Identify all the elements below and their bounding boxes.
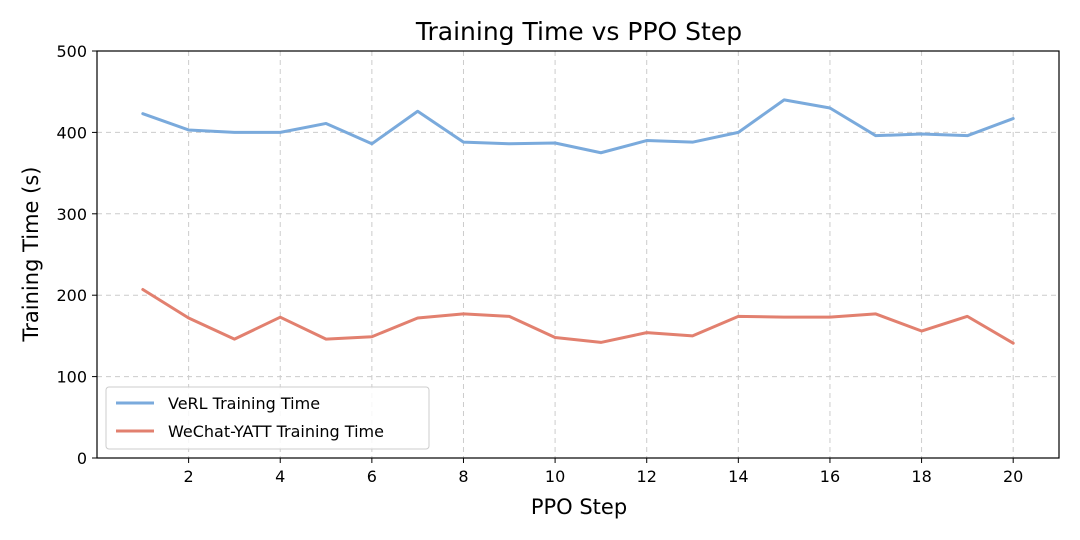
legend: VeRL Training Time WeChat-YATT Training … xyxy=(105,386,430,450)
y-tick-label: 0 xyxy=(77,449,87,468)
y-tick-label: 200 xyxy=(56,286,87,305)
x-tick-label: 2 xyxy=(184,467,194,486)
legend-box xyxy=(105,386,430,450)
chart-title: Training Time vs PPO Step xyxy=(415,17,742,46)
x-tick-label: 4 xyxy=(275,467,285,486)
x-tick-label: 6 xyxy=(367,467,377,486)
x-tick-label: 20 xyxy=(1003,467,1023,486)
y-tick-label: 300 xyxy=(56,205,87,224)
series-group xyxy=(141,98,1015,345)
y-axis-label: Training Time (s) xyxy=(19,167,43,343)
legend-label-verl: VeRL Training Time xyxy=(168,394,320,413)
x-tick-label: 10 xyxy=(545,467,565,486)
y-tick-label: 400 xyxy=(56,123,87,142)
x-axis-label: PPO Step xyxy=(531,495,627,519)
x-tick-label: 14 xyxy=(728,467,748,486)
y-tick-label: 500 xyxy=(56,42,87,61)
plot-frame xyxy=(96,50,1060,459)
x-tick-label: 16 xyxy=(820,467,840,486)
series-line-wechat-yatt xyxy=(141,288,1015,345)
legend-label-wechat-yatt: WeChat-YATT Training Time xyxy=(168,422,384,441)
x-tick-label: 8 xyxy=(458,467,468,486)
series-line-verl xyxy=(141,98,1015,155)
x-tick-label: 12 xyxy=(637,467,657,486)
x-tick-label: 18 xyxy=(911,467,931,486)
y-tick-label: 100 xyxy=(56,368,87,387)
